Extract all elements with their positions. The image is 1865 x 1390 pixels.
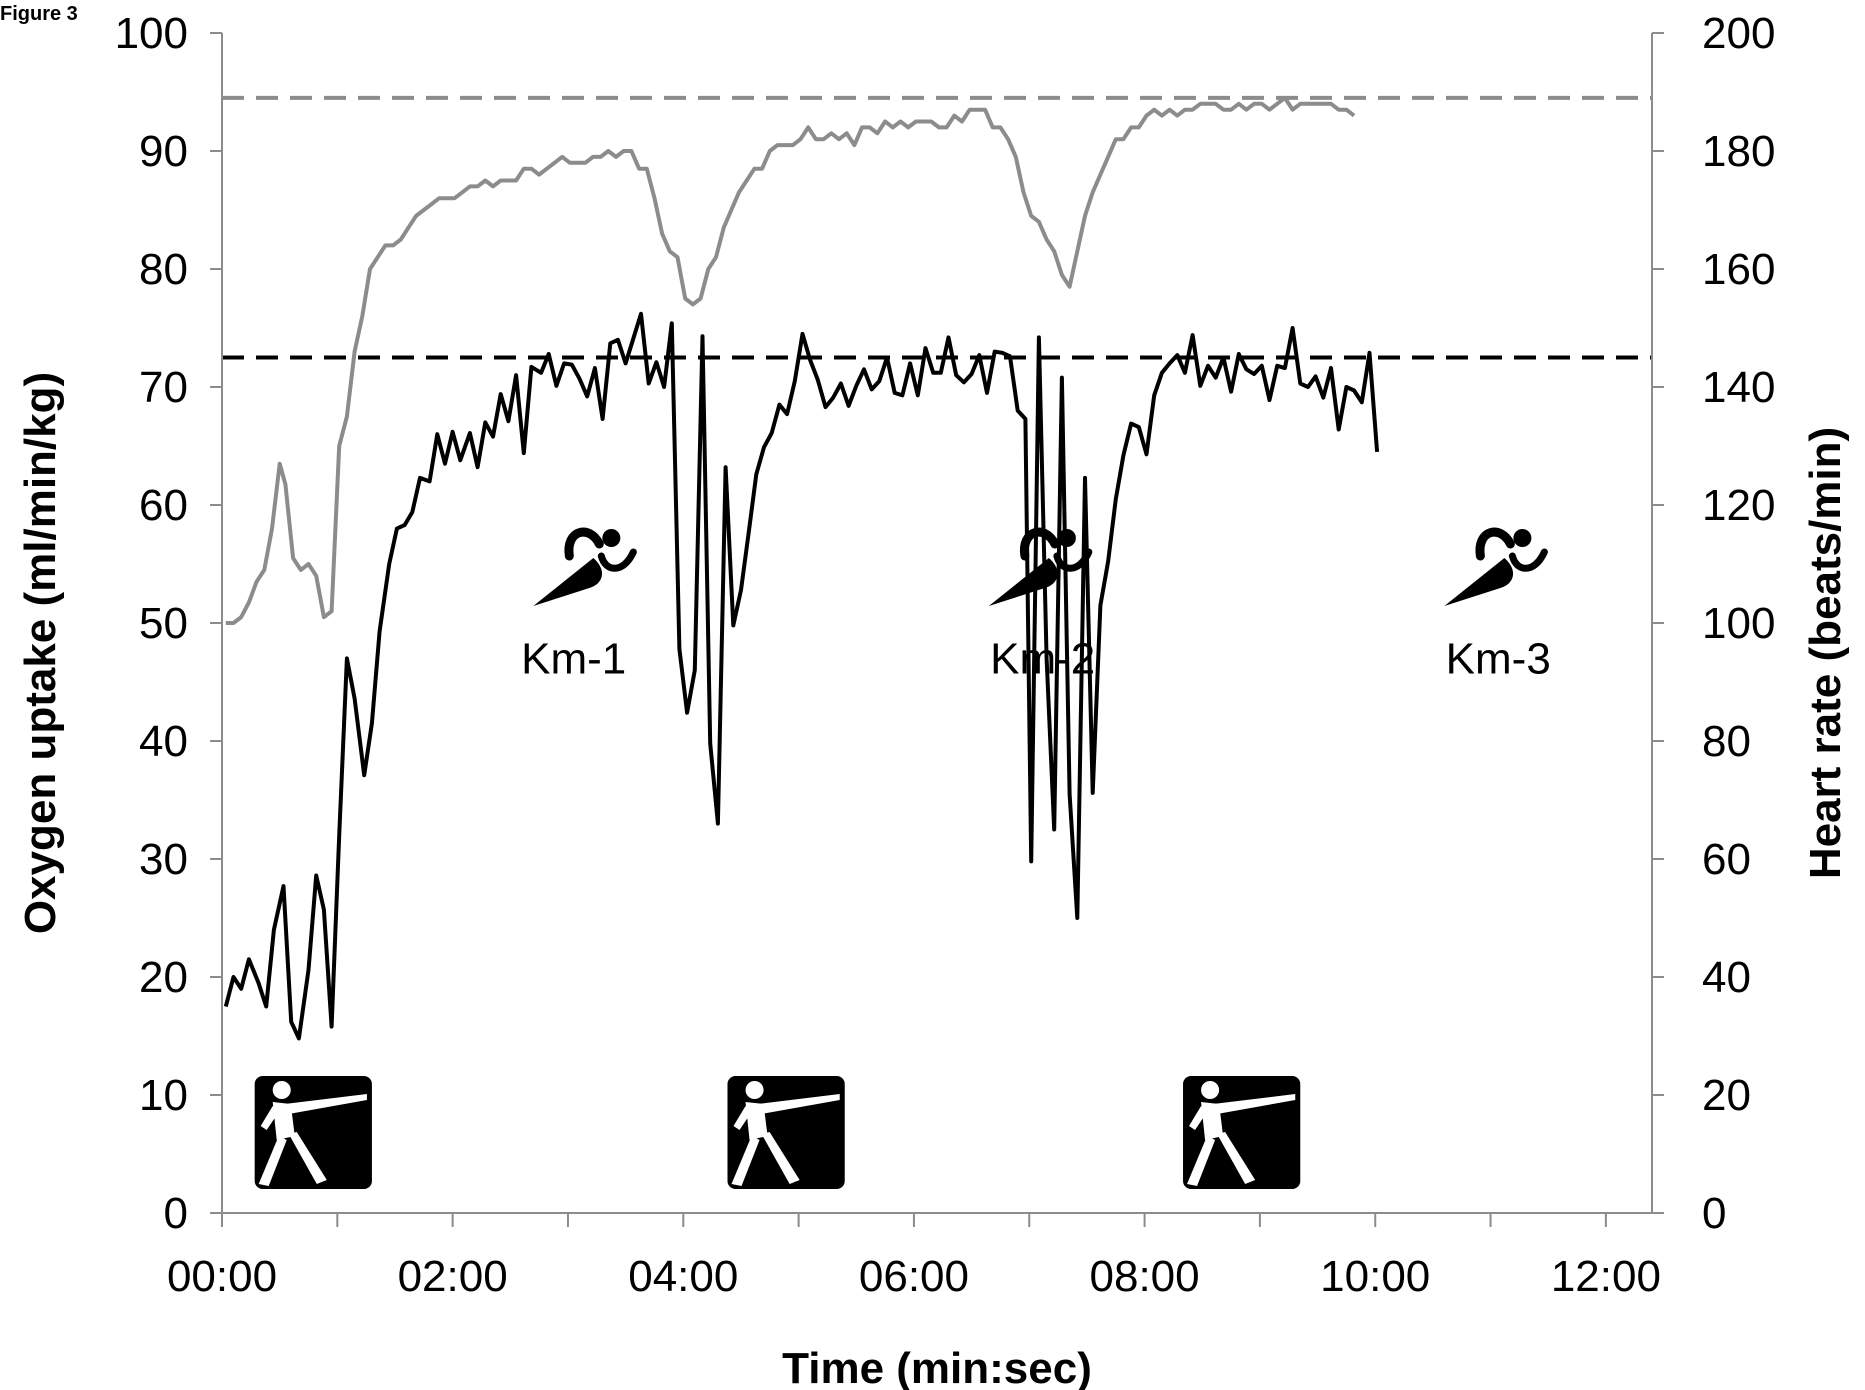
x-tick-label: 06:00: [859, 1252, 969, 1301]
left-y-tick-label: 80: [139, 245, 188, 294]
right-y-tick-label: 40: [1702, 953, 1751, 1002]
left-y-tick-label: 90: [139, 127, 188, 176]
runner-icon: [533, 527, 637, 606]
shooting-icon: [1183, 1076, 1301, 1189]
left-y-tick-label: 50: [139, 599, 188, 648]
runner-icon: [988, 527, 1093, 606]
km-label: Km-2: [990, 634, 1095, 683]
right-y-tick-label: 180: [1702, 127, 1775, 176]
figure-label: Figure 3: [0, 3, 78, 25]
km-label: Km-1: [521, 634, 626, 683]
x-tick-label: 02:00: [398, 1252, 508, 1301]
x-tick-label: 12:00: [1551, 1252, 1661, 1301]
right-y-tick-label: 120: [1702, 481, 1775, 530]
annotation-layer: Km-1 Km-2 Km-3: [521, 634, 1551, 683]
series-layer: [223, 95, 1380, 1041]
runner-icon: [1444, 527, 1548, 606]
right-y-tick-label: 0: [1702, 1189, 1726, 1238]
left-y-tick-label: 20: [139, 953, 188, 1002]
right-y-tick-label: 60: [1702, 835, 1751, 884]
right-y-tick-label: 140: [1702, 363, 1775, 412]
icon-layer: [254, 527, 1548, 1189]
left-y-axis-title: Oxygen uptake (ml/min/kg): [16, 372, 65, 934]
axes-layer: [221, 33, 1653, 1214]
oxygen-uptake-series-line: [223, 311, 1380, 1041]
reference-lines: [222, 95, 1652, 360]
right-y-tick-label: 80: [1702, 717, 1751, 766]
right-y-tick-label: 20: [1702, 1071, 1751, 1120]
shooting-icon: [727, 1076, 845, 1189]
right-y-tick-label: 160: [1702, 245, 1775, 294]
x-tick-label: 00:00: [167, 1252, 277, 1301]
ticks-layer: 0 10 20 30 40 50 60 70 80 90 100 0 20 40 60 80 100 120 140…: [115, 9, 1776, 1301]
left-y-tick-label: 30: [139, 835, 188, 884]
shooting-icon: [254, 1076, 372, 1189]
heart-rate-series-line: [225, 95, 1356, 625]
left-y-tick-label: 40: [139, 717, 188, 766]
left-y-tick-label: 100: [115, 9, 188, 58]
km-label: Km-3: [1446, 634, 1551, 683]
x-axis-title: Time (min:sec): [782, 1344, 1092, 1390]
left-y-tick-label: 0: [164, 1189, 188, 1238]
right-y-tick-label: 100: [1702, 599, 1775, 648]
x-tick-label: 04:00: [628, 1252, 738, 1301]
x-tick-label: 08:00: [1090, 1252, 1200, 1301]
x-tick-label: 10:00: [1320, 1252, 1430, 1301]
left-y-tick-label: 60: [139, 481, 188, 530]
left-y-tick-label: 10: [139, 1071, 188, 1120]
left-y-tick-label: 70: [139, 363, 188, 412]
right-y-axis-title: Heart rate (beats/min): [1801, 427, 1850, 879]
right-y-tick-label: 200: [1702, 9, 1775, 58]
